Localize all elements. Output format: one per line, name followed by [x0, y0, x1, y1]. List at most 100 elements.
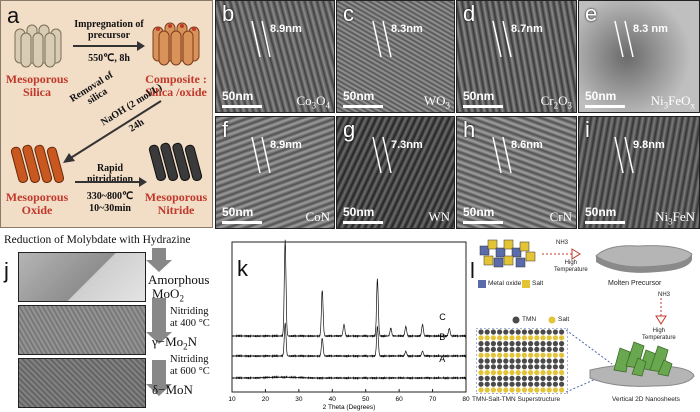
label-nitridation-time: 10~30min	[89, 203, 131, 214]
tmn-atom	[497, 358, 503, 364]
x-tick-label: 40	[329, 396, 337, 403]
arrow-down-dashed-icon	[655, 298, 667, 325]
salt-atom	[515, 352, 521, 358]
tmn-atom	[534, 341, 540, 347]
salt-atom	[497, 387, 503, 393]
tmn-atom	[515, 346, 521, 352]
tmn-atom	[484, 341, 490, 347]
legend-salt-2: Salt	[558, 316, 570, 323]
salt-atom	[478, 370, 484, 376]
tmn-atom	[484, 375, 490, 381]
tmn-atom	[490, 329, 496, 335]
tem-panel-b: b 8.9nm 50nm Co3O4	[215, 0, 335, 113]
tmn-atom	[509, 346, 515, 352]
x-tick-label: 30	[295, 396, 303, 403]
tmn-atom	[546, 375, 552, 381]
pore-size-label: 7.3nm	[391, 139, 423, 151]
salt-atom	[521, 352, 527, 358]
label-nitriding-2: Nitriding	[170, 354, 209, 365]
salt-atom	[503, 387, 509, 393]
pore-size-label: 8.3 nm	[633, 23, 668, 35]
salt-atom	[540, 387, 546, 393]
salt-atom	[540, 335, 546, 341]
tem-panel-f: f 8.9nm 50nm CoN	[215, 116, 335, 229]
label-nitridation-temp: 330~800℃	[86, 191, 134, 202]
tmn-atom	[528, 381, 534, 387]
tem-image-gamma-mo2n	[18, 305, 146, 355]
pore-size-label: 8.9nm	[270, 23, 302, 35]
tmn-atom	[478, 341, 484, 347]
salt-atom	[552, 335, 558, 341]
label-composite: Composite : Silica /oxide	[145, 72, 207, 99]
precursor-cubes-illustration	[479, 239, 536, 268]
panel-label-c: c	[343, 1, 354, 26]
tmn-atom	[490, 341, 496, 347]
panel-a-schematic: a Mesoporous Silica Impregnation of prec…	[0, 0, 213, 228]
label-impregnation-conditions: 550℃, 8h	[88, 53, 130, 64]
pore-measurement-lines	[372, 20, 392, 58]
xrd-series-A	[231, 375, 467, 381]
pore-size-label: 8.7nm	[511, 23, 543, 35]
tmn-atom	[490, 375, 496, 381]
material-label: Cr2O3	[540, 93, 572, 111]
tmn-atom	[509, 375, 515, 381]
tmn-atom	[497, 375, 503, 381]
tmn-atom	[521, 375, 527, 381]
series-label-B: B	[439, 332, 445, 342]
tem-panel-i: i 9.8nm 50nm Ni3FeN	[578, 116, 700, 229]
label-delta-mon: δ−MoN	[152, 382, 193, 397]
salt-atom	[497, 352, 503, 358]
pore-measurement-lines	[251, 136, 271, 174]
tmn-atom	[540, 364, 546, 370]
molten-precursor-illustration	[595, 245, 693, 273]
arrow-right-dashed-icon	[542, 248, 581, 260]
tmn-atom	[497, 329, 503, 335]
x-tick-label: 10	[228, 396, 236, 403]
scale-bar-label: 50nm	[585, 205, 617, 219]
legend-salt: Salt	[532, 280, 544, 287]
panel-label-i: i	[585, 117, 590, 142]
pore-size-label: 8.9nm	[270, 139, 302, 151]
tmn-atom	[515, 329, 521, 335]
tmn-atom	[509, 329, 515, 335]
tem-panel-h: h 8.6nm 50nm CrN	[456, 116, 577, 229]
tmn-atom	[515, 381, 521, 387]
panel-label-b: b	[222, 1, 235, 26]
arrow-diagonal-icon	[63, 100, 162, 163]
salt-atom	[559, 352, 565, 358]
legend-metal-oxide: Metal oxide	[488, 280, 522, 287]
tem-panel-c: c 8.3nm 50nm WO3	[336, 0, 455, 113]
salt-atom	[509, 352, 515, 358]
tmn-atom	[490, 346, 496, 352]
panel-label-e: e	[585, 1, 598, 26]
series-label-A: A	[439, 354, 445, 364]
label-nh3-2: NH3	[658, 292, 671, 298]
tmn-atom	[528, 329, 534, 335]
tmn-atom	[546, 358, 552, 364]
tmn-atom	[546, 329, 552, 335]
pore-measurement-lines	[492, 20, 512, 58]
tmn-atom	[478, 381, 484, 387]
panel-label-f: f	[222, 117, 229, 142]
tmn-atom	[503, 381, 509, 387]
scale-bar-label: 50nm	[343, 205, 375, 219]
scale-bar-label: 50nm	[343, 89, 375, 103]
series-label-C: C	[439, 312, 446, 322]
salt-atom	[503, 370, 509, 376]
tmn-atom	[540, 381, 546, 387]
metal-oxide-legend-icon	[478, 280, 486, 288]
label-superstructure: TMN-Salt-TMN Superstructure	[472, 396, 561, 403]
salt-atom	[490, 387, 496, 393]
salt-atom	[503, 352, 509, 358]
tmn-atom	[552, 381, 558, 387]
label-nitriding-1: Nitriding	[170, 306, 209, 317]
salt-atom	[534, 335, 540, 341]
material-label: WN	[428, 209, 450, 224]
tmn-atom	[503, 346, 509, 352]
salt-atom	[490, 335, 496, 341]
xrd-axes-frame	[231, 241, 467, 393]
scale-bar	[463, 221, 503, 224]
label-nanosheets: Vertical 2D Nanosheets	[612, 396, 680, 403]
tmn-atom	[497, 381, 503, 387]
label-nitridation: Rapid nitridation	[86, 163, 134, 185]
